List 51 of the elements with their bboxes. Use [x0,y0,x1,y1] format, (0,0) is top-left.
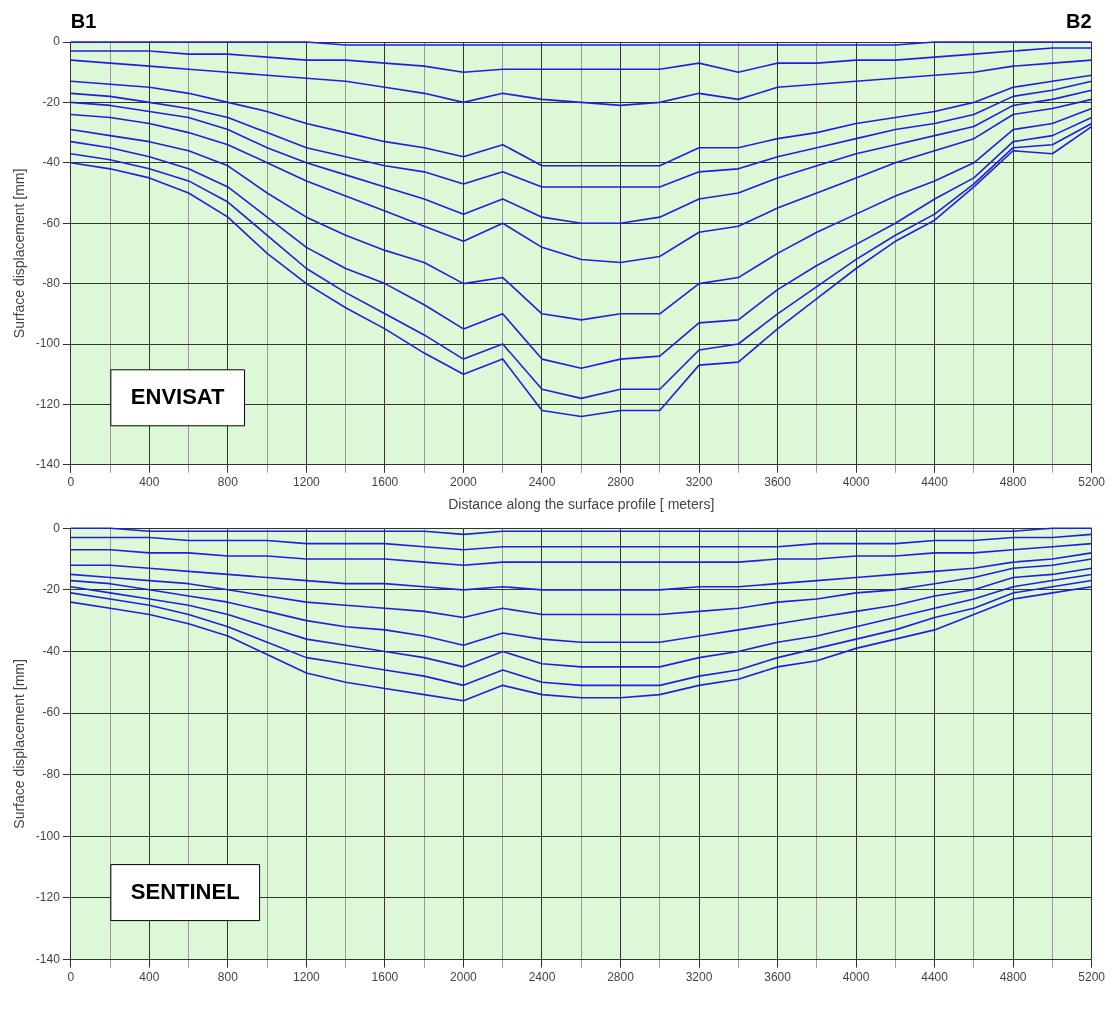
text: B1 [70,9,97,32]
annotation: ENVISAT [130,383,226,409]
x-tick-label: 400 [139,970,160,985]
x-tick-label: 5200 [1078,475,1106,490]
y-tick-label: -40 [42,643,61,658]
x-tick-label: 4800 [999,970,1027,985]
x-tick-label: 4000 [842,970,870,985]
x-tick-label: 3200 [685,475,713,490]
y-tick-label: -100 [35,336,61,351]
y-axis-title: Surface displacement [mm] [11,168,28,339]
x-axis-title: Distance along the surface profile [ meters] [448,496,715,513]
x-tick-label: 4400 [921,475,949,490]
x-tick-label: 3600 [764,475,792,490]
y-tick-label: -20 [42,582,61,597]
y-tick-label: -60 [42,705,61,720]
y-axis-title: Surface displacement [mm] [11,659,28,829]
y-tick-label: -80 [42,767,61,782]
annotation: SENTINEL [130,878,240,904]
x-tick-label: 1200 [293,970,321,985]
x-tick-label: 0 [67,970,75,985]
x-tick-label: 3600 [764,970,792,985]
x-tick-label: 0 [67,475,75,490]
x-tick-label: 1600 [371,475,399,490]
x-tick-label: 5200 [1078,970,1106,985]
y-tick-label: -100 [35,828,61,843]
y-tick-label: -140 [35,951,61,966]
x-tick-label: 800 [217,970,239,985]
y-tick-label: -40 [42,155,61,170]
x-tick-label: 4400 [921,970,949,985]
x-tick-label: 2800 [607,475,635,490]
y-tick-label: -120 [35,890,61,905]
y-tick-label: -120 [35,396,61,411]
y-tick-label: 0 [53,34,61,49]
x-tick-label: 2000 [450,475,478,490]
x-tick-label: 4000 [842,475,870,490]
x-tick-label: 800 [217,475,239,490]
x-tick-label: 2800 [607,970,635,985]
y-tick-label: -80 [42,275,61,290]
x-tick-label: 400 [139,475,160,490]
y-tick-label: -60 [42,215,61,230]
x-tick-label: 2400 [528,970,556,985]
y-tick-label: 0 [53,520,61,535]
x-tick-label: 3200 [685,970,713,985]
x-tick-label: 2000 [450,970,478,985]
y-tick-label: -20 [42,94,61,109]
x-tick-label: 1200 [293,475,321,490]
x-tick-label: 1600 [371,970,399,985]
x-tick-label: 2400 [528,475,556,490]
y-tick-label: -140 [35,457,61,472]
text: B2 [1066,9,1092,32]
x-tick-label: 4800 [999,475,1027,490]
